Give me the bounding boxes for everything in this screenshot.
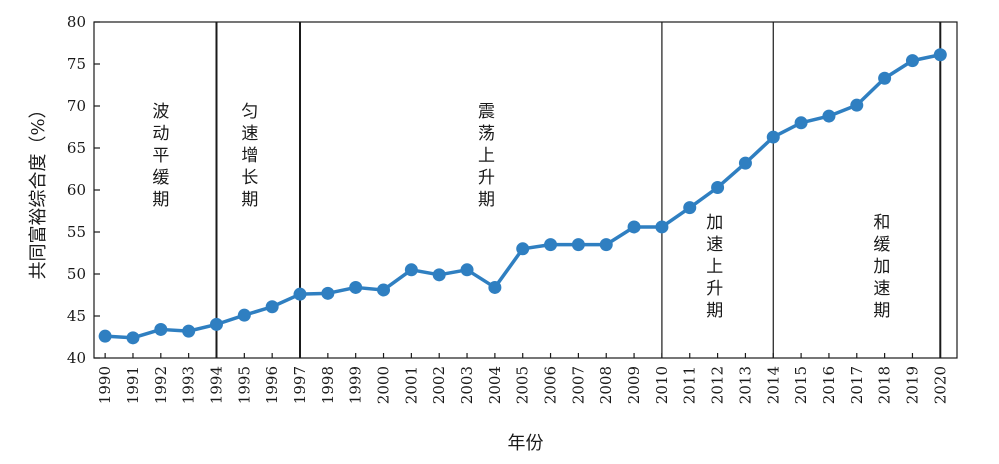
phase-label: 震荡上升期 [478, 102, 495, 210]
x-tick-label: 2015 [792, 366, 810, 404]
x-tick-label: 2011 [681, 366, 699, 404]
data-point [404, 263, 418, 277]
x-tick-label: 2010 [653, 366, 671, 404]
data-point [738, 156, 752, 170]
x-tick-label: 1997 [291, 366, 309, 404]
y-tick-label: 45 [67, 307, 86, 325]
phase-label: 匀速增长期 [241, 102, 258, 210]
data-point [209, 317, 223, 331]
x-tick-label: 2004 [486, 366, 504, 404]
x-tick-label: 2013 [736, 366, 754, 404]
x-tick-label: 2012 [709, 366, 727, 404]
data-point [154, 322, 168, 336]
data-point [488, 280, 502, 294]
x-tick-label: 1995 [235, 366, 253, 404]
x-tick-label: 1993 [180, 366, 198, 404]
x-axis: 1990 1991 1992 1993 1994 1995 1996 1997 1998 1999… [96, 353, 949, 404]
x-tick-label: 2003 [458, 366, 476, 404]
data-point [237, 308, 251, 322]
data-point [349, 280, 363, 294]
data-point [850, 98, 864, 112]
x-tick-label: 1996 [263, 366, 281, 404]
data-point [571, 238, 585, 252]
series-layer [98, 48, 947, 345]
y-axis: 40 45 50 55 60 65 70 75 80 [67, 13, 100, 367]
data-point [182, 324, 196, 338]
data-point [822, 109, 836, 123]
data-point [293, 287, 307, 301]
phase-label: 加速上升期 [706, 213, 723, 321]
x-tick-label: 1991 [124, 366, 142, 404]
data-point [599, 238, 613, 252]
x-tick-label: 2019 [903, 366, 921, 404]
data-point [377, 283, 391, 297]
data-point [265, 300, 279, 314]
data-point [544, 238, 558, 252]
data-point [460, 263, 474, 277]
x-tick-label: 2001 [402, 366, 420, 404]
data-point [711, 180, 725, 194]
data-point [933, 48, 947, 62]
phase-label: 波动平缓期 [152, 102, 169, 210]
x-axis-title: 年份 [508, 433, 544, 454]
x-tick-label: 2008 [597, 366, 615, 404]
phase-boundary-lines [215, 22, 942, 358]
data-point [878, 71, 892, 85]
x-tick-label: 2007 [569, 366, 587, 404]
data-point [655, 220, 669, 234]
x-tick-label: 2005 [514, 366, 532, 404]
y-tick-label: 70 [67, 97, 86, 115]
x-tick-label: 2002 [430, 366, 448, 404]
phase-label: 和缓加速期 [873, 213, 890, 321]
x-tick-label: 1998 [319, 366, 337, 404]
y-tick-label: 60 [67, 181, 86, 199]
y-axis-title: 共同富裕综合度（%） [28, 100, 49, 279]
x-tick-label: 1999 [347, 366, 365, 404]
y-tick-label: 40 [67, 349, 86, 367]
series-line [105, 53, 941, 340]
y-tick-label: 50 [67, 265, 86, 283]
data-point [794, 116, 808, 130]
y-tick-label: 80 [67, 13, 86, 31]
x-tick-label: 2018 [876, 366, 894, 404]
plot-frame [93, 21, 958, 359]
data-point [766, 130, 780, 144]
data-point [516, 242, 530, 256]
x-tick-label: 1990 [96, 366, 114, 404]
x-tick-label: 2017 [848, 366, 866, 404]
data-point [126, 331, 140, 345]
x-tick-label: 2006 [542, 366, 560, 404]
data-point [905, 54, 919, 68]
y-tick-label: 55 [67, 223, 86, 241]
x-tick-label: 2014 [764, 366, 782, 404]
x-tick-label: 1992 [152, 366, 170, 404]
data-point [683, 201, 697, 215]
data-point [627, 220, 641, 234]
x-tick-label: 2009 [625, 366, 643, 404]
x-tick-label: 2016 [820, 366, 838, 404]
data-point [98, 329, 112, 343]
data-point [321, 286, 335, 300]
x-tick-label: 1994 [207, 366, 225, 404]
y-tick-label: 75 [67, 55, 86, 73]
y-tick-label: 65 [67, 139, 86, 157]
x-tick-label: 2000 [375, 366, 393, 404]
data-point [432, 268, 446, 282]
x-tick-label: 2020 [931, 366, 949, 404]
